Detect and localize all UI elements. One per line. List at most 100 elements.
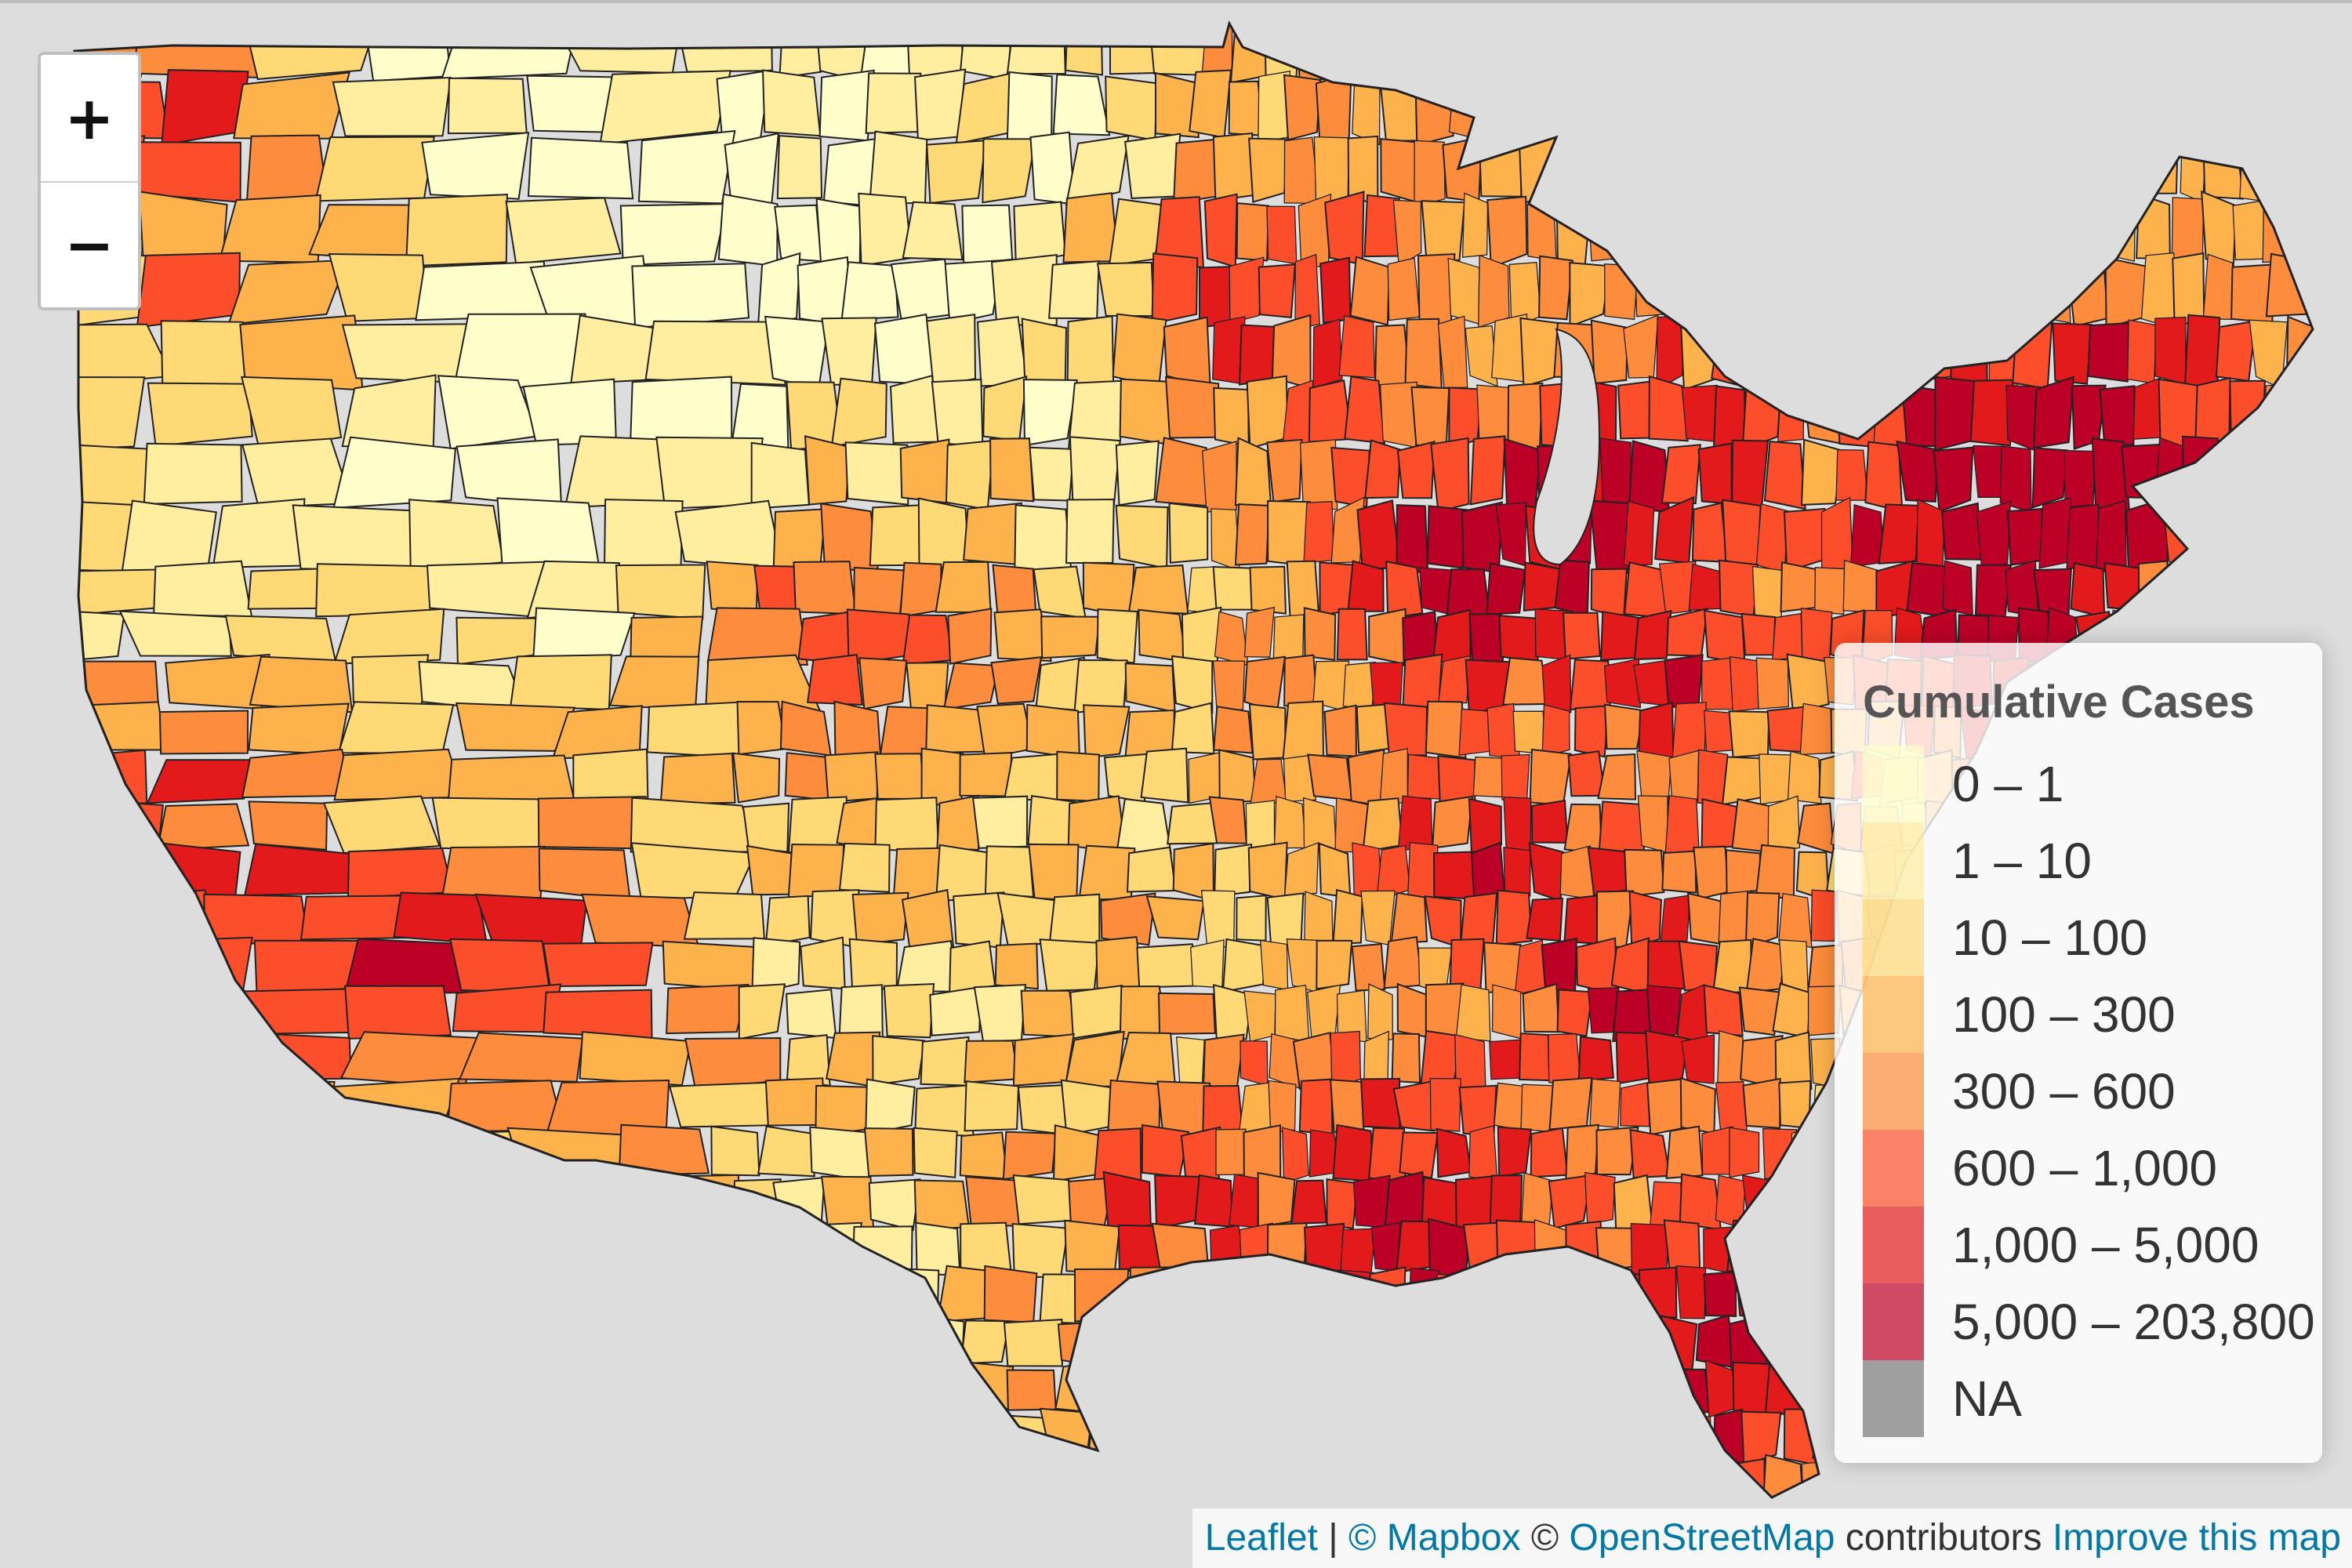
county-polygon[interactable] [945,1506,987,1553]
county-polygon[interactable] [736,700,787,756]
county-polygon[interactable] [234,1502,354,1558]
county-polygon[interactable] [1741,1174,1776,1229]
county-polygon[interactable] [1446,568,1491,618]
county-polygon[interactable] [853,566,906,616]
county-polygon[interactable] [2302,1454,2337,1513]
county-polygon[interactable] [1266,1222,1308,1279]
county-polygon[interactable] [1315,1312,1351,1370]
county-polygon[interactable] [212,498,306,568]
county-polygon[interactable] [363,20,452,82]
county-polygon[interactable] [1039,938,1100,992]
county-polygon[interactable] [2115,1463,2147,1508]
county-polygon[interactable] [2132,376,2163,440]
county-polygon[interactable] [1588,18,1635,76]
county-polygon[interactable] [757,1125,815,1178]
county-polygon[interactable] [1519,317,1560,388]
county-polygon[interactable] [2070,562,2106,619]
county-polygon[interactable] [868,1178,921,1232]
county-polygon[interactable] [140,1124,238,1184]
county-polygon[interactable] [44,797,165,847]
county-polygon[interactable] [2221,497,2267,568]
county-polygon[interactable] [1767,795,1801,854]
county-polygon[interactable] [1083,704,1131,759]
county-polygon[interactable] [1742,1077,1781,1129]
county-polygon[interactable] [1778,892,1813,949]
county-polygon[interactable] [1755,844,1796,901]
county-polygon[interactable] [1468,613,1504,666]
county-polygon[interactable] [372,1265,477,1318]
county-polygon[interactable] [1584,1171,1616,1225]
county-polygon[interactable] [1497,1126,1532,1178]
county-polygon[interactable] [1344,376,1386,445]
county-polygon[interactable] [1437,315,1468,388]
county-polygon[interactable] [1073,659,1128,714]
county-polygon[interactable] [1387,257,1421,321]
county-polygon[interactable] [764,315,830,390]
county-polygon[interactable] [1156,1080,1211,1136]
county-polygon[interactable] [1057,1321,1105,1369]
county-polygon[interactable] [118,610,232,657]
county-polygon[interactable] [926,140,987,205]
county-polygon[interactable] [1786,653,1830,714]
county-polygon[interactable] [1298,1078,1334,1136]
county-polygon[interactable] [612,1506,714,1555]
county-polygon[interactable] [313,1359,423,1417]
county-polygon[interactable] [227,259,349,326]
county-polygon[interactable] [1801,1461,1829,1507]
county-polygon[interactable] [1462,1265,1503,1316]
county-polygon[interactable] [1403,16,1440,74]
county-polygon[interactable] [1072,1453,1130,1506]
county-polygon[interactable] [1214,611,1249,666]
county-polygon[interactable] [2229,379,2266,445]
county-polygon[interactable] [37,568,167,619]
county-polygon[interactable] [1085,1501,1137,1559]
county-polygon[interactable] [2215,320,2257,383]
county-polygon[interactable] [1390,891,1428,945]
county-polygon[interactable] [2172,252,2205,325]
county-polygon[interactable] [1346,1461,1378,1507]
county-polygon[interactable] [1360,19,1403,83]
county-polygon[interactable] [1232,1367,1269,1418]
county-polygon[interactable] [1646,985,1682,1043]
county-polygon[interactable] [1303,607,1337,661]
county-polygon[interactable] [830,377,887,448]
county-polygon[interactable] [1323,704,1357,757]
county-polygon[interactable] [145,1359,252,1418]
county-polygon[interactable] [405,194,508,267]
county-polygon[interactable] [1359,1077,1401,1130]
county-polygon[interactable] [1202,441,1237,513]
county-polygon[interactable] [1766,706,1806,753]
county-polygon[interactable] [869,504,927,567]
county-polygon[interactable] [874,1316,923,1367]
county-polygon[interactable] [1385,1411,1420,1465]
county-polygon[interactable] [1236,895,1267,942]
county-polygon[interactable] [1878,503,1920,564]
county-polygon[interactable] [1871,259,1915,326]
county-polygon[interactable] [1633,659,1671,706]
county-polygon[interactable] [1461,13,1502,80]
county-polygon[interactable] [1205,1272,1252,1325]
county-polygon[interactable] [1740,612,1777,656]
county-polygon[interactable] [1392,1080,1436,1132]
county-polygon[interactable] [779,13,822,79]
county-polygon[interactable] [2137,129,2179,194]
county-polygon[interactable] [931,378,984,448]
county-polygon[interactable] [1283,136,1320,205]
county-polygon[interactable] [1595,1126,1639,1176]
county-polygon[interactable] [761,69,822,137]
county-polygon[interactable] [1177,1454,1232,1508]
county-polygon[interactable] [216,1077,336,1132]
county-polygon[interactable] [913,1127,958,1178]
county-polygon[interactable] [1042,1505,1091,1559]
county-polygon[interactable] [898,1504,946,1556]
county-polygon[interactable] [2308,564,2343,619]
county-polygon[interactable] [1599,1457,1639,1513]
county-polygon[interactable] [1190,939,1225,989]
county-polygon[interactable] [1585,133,1619,200]
county-polygon[interactable] [345,1318,443,1371]
county-polygon[interactable] [1185,1411,1227,1463]
county-polygon[interactable] [1830,1455,1871,1512]
county-polygon[interactable] [347,847,454,899]
county-polygon[interactable] [2336,1127,2352,1182]
county-polygon[interactable] [1012,1174,1073,1225]
